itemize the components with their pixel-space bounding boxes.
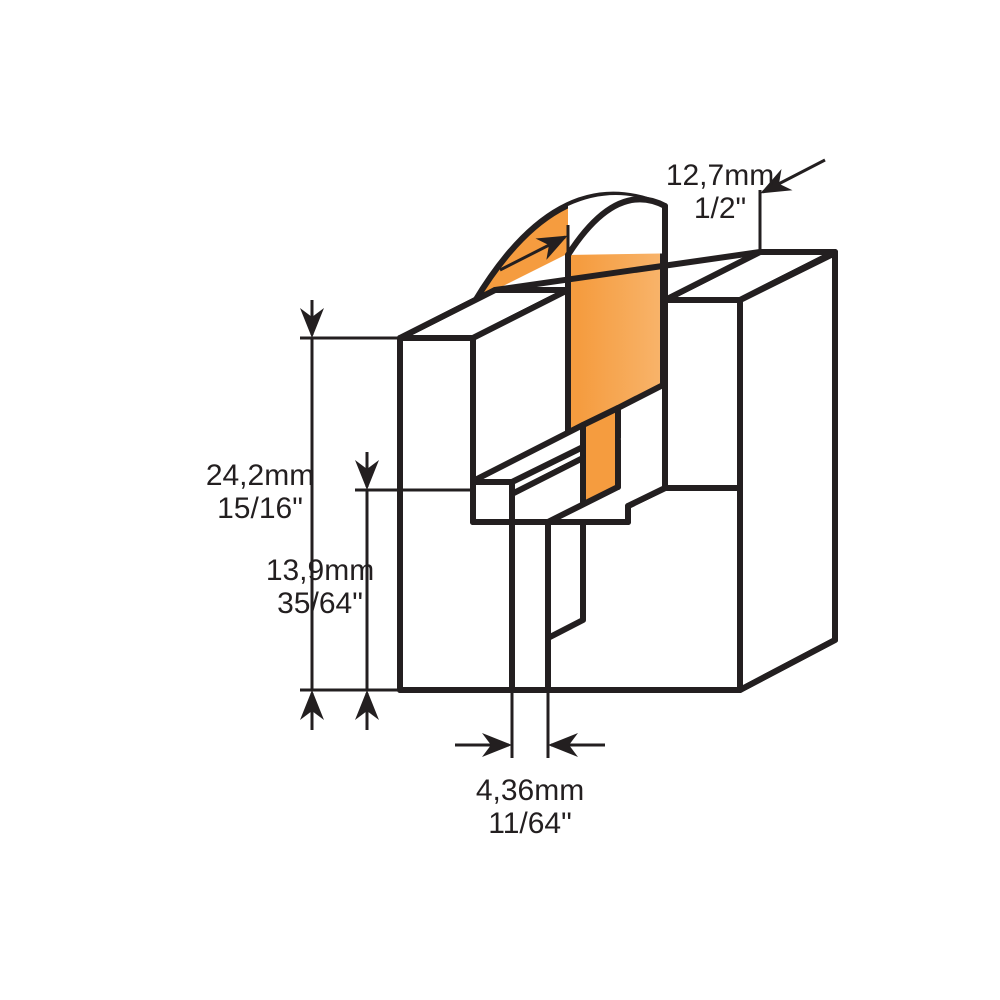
slot-left-front	[512, 522, 548, 690]
dim-slot-width-in: 11/64"	[488, 807, 572, 840]
block	[400, 195, 835, 690]
right-wall-front-upper	[665, 300, 740, 488]
dim-full-height-mm: 24,2mm	[206, 459, 314, 492]
dim-top-width-in: 1/2"	[694, 192, 746, 225]
dim-slot-width-mm: 4,36mm	[476, 774, 584, 807]
dim-lower-height-in: 35/64"	[277, 587, 363, 620]
dim-top-width-mm: 12,7mm	[666, 159, 774, 192]
technical-diagram: 12,7mm 1/2" 24,2mm 15/16" 13,9mm 35/64" …	[0, 0, 1000, 1000]
dim-lower-height-mm: 13,9mm	[266, 554, 374, 587]
dim-full-height-in: 15/16"	[217, 492, 303, 525]
right-side-face	[740, 253, 835, 690]
